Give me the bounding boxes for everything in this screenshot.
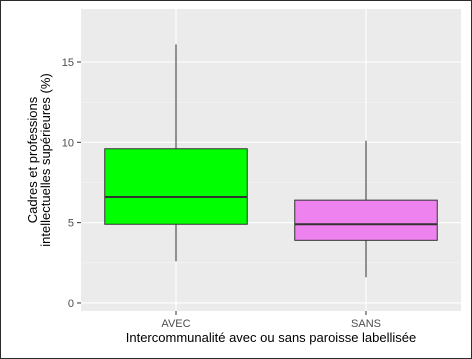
x-axis: AVEC SANS [161,311,381,330]
y-tick-label: 5 [68,218,74,230]
x-axis-label: Intercommunalité avec ou sans paroisse l… [126,330,417,345]
y-axis-label: Cadres et professionsintellectuelles sup… [25,73,53,246]
y-axis-label-line: Cadres et professions [25,96,40,223]
y-tick-label: 15 [62,57,74,69]
y-axis-label-line: intellectuelles supérieures (%) [38,73,53,246]
x-tick-label: AVEC [161,318,190,330]
y-tick-label: 10 [62,137,74,149]
x-tick-label: SANS [351,318,381,330]
y-axis: 0 5 10 15 [62,57,81,310]
box-iqr [294,199,438,241]
box-sans [294,140,438,278]
y-tick-label: 0 [68,298,74,310]
box-avec [104,44,248,262]
boxes [104,44,438,278]
box-iqr [104,148,248,225]
